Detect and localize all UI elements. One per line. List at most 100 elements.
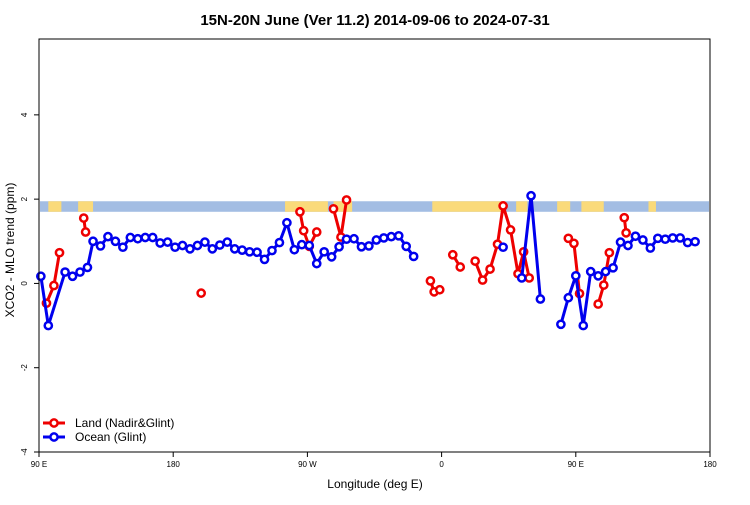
land-band-segment-4	[432, 201, 505, 212]
legend-marker-0	[49, 418, 59, 428]
series-1	[36, 190, 700, 331]
series-1-point-0-13	[140, 232, 151, 243]
series-1-point-3-11	[638, 235, 648, 245]
y-tick-label-2: 0	[20, 281, 29, 286]
legend-label-0: Land (Nadir&Glint)	[75, 416, 174, 430]
series-1-point-0-39	[334, 241, 344, 252]
series-0-point-4-0	[328, 203, 339, 214]
series-layer	[36, 190, 700, 331]
series-1-point-0-10	[118, 242, 128, 253]
series-1-point-0-37	[319, 246, 330, 257]
land-band-segment-3	[333, 201, 353, 212]
series-1-point-3-2	[570, 270, 581, 281]
series-1-point-3-16	[675, 233, 686, 243]
series-0-point-5-0	[425, 276, 436, 286]
series-1-point-2-2	[535, 294, 546, 304]
series-1-point-0-9	[110, 236, 121, 247]
land-band-segment-1	[78, 201, 94, 212]
series-1-point-3-13	[652, 233, 663, 244]
y-tick-label-0: -4	[20, 448, 29, 456]
x-tick-label-1: 180	[167, 460, 181, 469]
series-1-point-3-3	[578, 320, 589, 331]
y-tick-label-1: -2	[20, 364, 29, 372]
x-tick-label-2: 90 W	[298, 460, 317, 469]
series-1-point-0-21	[200, 237, 210, 247]
series-1-point-2-0	[516, 273, 527, 283]
series-0-point-10-0	[619, 212, 630, 223]
series-0-point-7-8	[524, 273, 535, 283]
series-1-point-0-46	[386, 231, 397, 242]
series-0-point-6-1	[455, 262, 466, 272]
series-1-point-0-3	[67, 271, 78, 282]
series-1-point-3-18	[690, 236, 700, 247]
series-0-point-7-0	[470, 256, 480, 266]
series-0-point-9-1	[598, 280, 609, 290]
series-1-point-3-1	[563, 292, 574, 303]
series-1-point-0-16	[162, 237, 173, 247]
series-1-point-0-29	[259, 254, 270, 265]
series-1-point-0-28	[252, 247, 262, 258]
series-1-point-1-0	[498, 242, 508, 253]
series-0-point-4-2	[341, 195, 352, 205]
series-0-point-7-1	[477, 275, 488, 285]
series-1-point-0-1	[43, 320, 54, 331]
series-0	[41, 195, 631, 309]
land-band-segment-6	[557, 201, 571, 212]
series-1-point-0-25	[229, 244, 240, 254]
series-0-point-0-1	[49, 280, 59, 291]
series-1-point-0-12	[132, 233, 143, 244]
series-1-point-3-5	[593, 270, 604, 281]
series-1-point-3-17	[682, 237, 693, 248]
series-1-point-0-2	[60, 267, 70, 277]
series-1-point-0-48	[401, 241, 412, 252]
chart-title: 15N-20N June (Ver 11.2) 2014-09-06 to 20…	[200, 12, 549, 29]
legend-marker-1	[49, 432, 59, 442]
series-1-point-0-20	[192, 240, 203, 251]
series-1-point-0-45	[378, 233, 389, 243]
series-0-point-6-0	[447, 249, 458, 260]
x-tick-label-0: 90 E	[31, 460, 47, 469]
series-0-point-7-2	[485, 264, 495, 274]
series-0-point-8-0	[563, 233, 574, 244]
x-axis-label: Longitude (deg E)	[327, 477, 422, 491]
x-tick-label-3: 0	[439, 460, 444, 469]
legend: Land (Nadir&Glint)Ocean (Glint)	[43, 416, 174, 444]
series-1-point-0-4	[75, 267, 85, 277]
series-1-point-0-41	[349, 233, 359, 244]
series-1-point-0-35	[304, 240, 315, 251]
series-1-point-3-10	[630, 231, 641, 242]
legend-label-1: Ocean (Glint)	[75, 430, 146, 444]
land-ocean-band	[40, 201, 709, 212]
series-0-point-9-2	[604, 247, 615, 258]
series-1-point-3-4	[585, 266, 596, 277]
series-0-point-1-0	[78, 213, 89, 223]
series-1-point-0-8	[103, 231, 113, 242]
land-band-segment-7	[581, 201, 604, 212]
series-1-point-0-0	[36, 271, 46, 282]
series-1-point-0-6	[88, 236, 98, 247]
series-1-point-0-38	[326, 252, 337, 262]
series-0-point-7-5	[505, 225, 516, 235]
series-1-point-0-11	[125, 232, 136, 243]
series-1-point-0-40	[341, 234, 352, 245]
series-1-point-0-7	[95, 241, 106, 251]
series-1-point-0-24	[222, 237, 233, 247]
series-1-point-0-49	[408, 251, 419, 262]
y-axis: -4 -2 0 2 4	[20, 112, 39, 456]
series-1-point-0-15	[155, 238, 166, 248]
series-1-point-0-33	[289, 244, 300, 255]
series-1-point-2-1	[526, 190, 536, 201]
series-1-point-0-5	[82, 262, 93, 273]
series-1-point-0-27	[244, 246, 255, 257]
series-1-point-0-17	[170, 242, 180, 253]
series-1-point-0-32	[282, 217, 292, 228]
series-1-point-0-44	[371, 235, 382, 245]
series-1-point-3-8	[615, 237, 626, 247]
series-0-point-10-1	[621, 228, 631, 238]
series-1-point-0-22	[207, 244, 218, 254]
series-1-point-0-26	[237, 245, 248, 255]
series-1-point-0-18	[177, 240, 188, 251]
series-1-point-0-42	[356, 241, 367, 252]
series-0-point-5-2	[434, 284, 445, 295]
